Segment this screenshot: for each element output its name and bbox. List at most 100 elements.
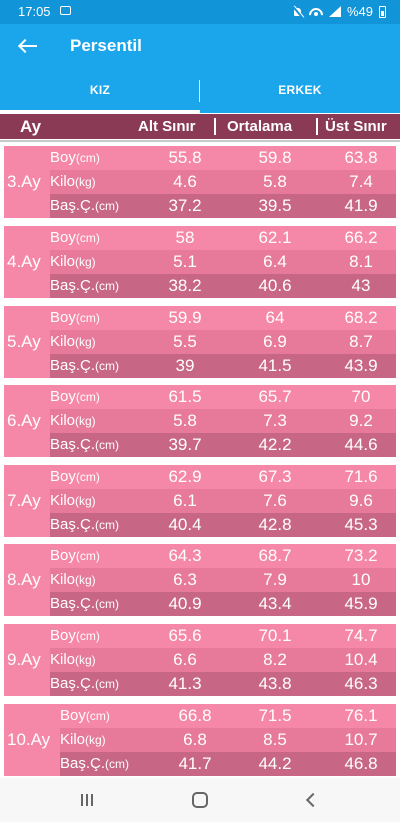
value-upper: 63.8	[344, 148, 378, 167]
value-average: 42.8	[258, 515, 292, 534]
value-lower: 55.8	[168, 148, 202, 167]
value-upper: 8.7	[349, 332, 373, 351]
tab-kiz[interactable]: KIZ	[89, 83, 111, 97]
value-lower: 41.7	[178, 754, 212, 773]
value-lower: 5.5	[173, 332, 197, 351]
month-block: 9.Ay Boy(cm) 65.6 70.1 74.7 Kilo(kg) 6.6 8.2 10.…	[4, 624, 396, 696]
measure-row-head: Baş.Ç.(cm) 40.4 42.8 45.3	[50, 513, 396, 537]
value-lower: 4.6	[173, 172, 197, 191]
measure-name: Boy	[50, 468, 76, 485]
value-average: 39.5	[258, 196, 292, 215]
recent-apps-icon-bar	[91, 794, 93, 806]
value-lower: 40.4	[168, 515, 202, 534]
value-average: 43.4	[258, 594, 292, 613]
month-block: 3.Ay Boy(cm) 55.8 59.8 63.8 Kilo(kg) 4.6 5.8 7.4…	[4, 146, 396, 218]
measure-name: Kilo	[50, 173, 76, 190]
measure-label: Baş.Ç.(cm)	[50, 274, 119, 298]
measure-name: Baş.Ç.	[50, 595, 96, 612]
home-button[interactable]	[170, 778, 230, 822]
signal-icon	[328, 6, 341, 17]
table-header: Ay Alt Sınır Ortalama Üst Sınır	[0, 114, 400, 139]
value-lower: 6.3	[173, 570, 197, 589]
sim-icon	[60, 6, 71, 15]
measure-label: Baş.Ç.(cm)	[60, 752, 129, 776]
measure-label: Baş.Ç.(cm)	[50, 592, 119, 616]
measure-row-head: Baş.Ç.(cm) 39 41.5 43.9	[50, 354, 396, 378]
mute-icon	[292, 6, 303, 18]
arrow-left-icon	[19, 45, 37, 47]
measure-name: Boy	[50, 388, 76, 405]
measure-name: Kilo	[50, 253, 76, 270]
month-block: 6.Ay Boy(cm) 61.5 65.7 70 Kilo(kg) 5.8 7.3 9.2 Ba…	[4, 385, 396, 457]
value-upper: 9.2	[349, 411, 373, 430]
measure-name: Baş.Ç.	[50, 197, 96, 214]
value-lower: 61.5	[168, 387, 202, 406]
nav-back-button[interactable]	[282, 778, 342, 822]
measure-label: Boy(cm)	[60, 704, 110, 728]
measure-row-weight: Kilo(kg) 6.3 7.9 10	[50, 568, 396, 592]
measure-row-height: Boy(cm) 61.5 65.7 70	[50, 385, 396, 409]
measure-label: Baş.Ç.(cm)	[50, 433, 119, 457]
measure-row-height: Boy(cm) 55.8 59.8 63.8	[50, 146, 396, 170]
measure-row-weight: Kilo(kg) 6.1 7.6 9.6	[50, 489, 396, 513]
month-block: 8.Ay Boy(cm) 64.3 68.7 73.2 Kilo(kg) 6.3 7.9 10 B…	[4, 544, 396, 616]
measure-name: Baş.Ç.	[50, 516, 96, 533]
recent-apps-button[interactable]	[57, 778, 117, 822]
measure-label: Kilo(kg)	[50, 409, 96, 433]
month-label: 8.Ay	[7, 570, 41, 589]
tab-erkek[interactable]: ERKEK	[278, 83, 322, 97]
header-divider	[316, 118, 318, 135]
value-lower: 6.8	[183, 730, 207, 749]
measure-row-height: Boy(cm) 62.9 67.3 71.6	[50, 465, 396, 489]
status-time: 17:05	[18, 4, 51, 19]
measure-name: Kilo	[50, 571, 76, 588]
value-average: 5.8	[263, 172, 287, 191]
measure-label: Baş.Ç.(cm)	[50, 513, 119, 537]
measure-label: Boy(cm)	[50, 146, 100, 170]
value-upper: 10	[351, 570, 371, 589]
measure-unit: (kg)	[75, 175, 96, 189]
value-lower: 5.8	[173, 411, 197, 430]
value-upper: 8.1	[349, 252, 373, 271]
tab-divider	[199, 80, 200, 102]
month-label: 10.Ay	[7, 730, 51, 749]
measure-name: Boy	[50, 309, 76, 326]
arrow-left-icon-head	[17, 38, 33, 54]
measure-name: Boy	[50, 229, 76, 246]
value-average: 7.3	[263, 411, 287, 430]
month-label: 4.Ay	[7, 252, 41, 271]
measure-row-weight: Kilo(kg) 5.5 6.9 8.7	[50, 330, 396, 354]
header-lower-limit: Alt Sınır	[138, 118, 196, 135]
value-upper: 44.6	[344, 435, 378, 454]
value-lower: 59.9	[168, 308, 202, 327]
value-upper: 74.7	[344, 626, 378, 645]
value-lower: 62.9	[168, 467, 202, 486]
measure-unit: (cm)	[95, 677, 120, 691]
measure-name: Kilo	[50, 333, 76, 350]
measure-unit: (kg)	[75, 255, 96, 269]
value-average: 6.4	[263, 252, 287, 271]
value-lower: 65.6	[168, 626, 202, 645]
measure-name: Baş.Ç.	[50, 675, 96, 692]
page-title: Persentil	[70, 36, 142, 55]
measure-row-height: Boy(cm) 58 62.1 66.2	[50, 226, 396, 250]
back-button[interactable]	[12, 30, 44, 62]
value-lower: 41.3	[168, 674, 202, 693]
measure-unit: (cm)	[75, 470, 100, 484]
measure-row-head: Baş.Ç.(cm) 41.3 43.8 46.3	[50, 672, 396, 696]
measure-unit: (kg)	[75, 335, 96, 349]
value-average: 40.6	[258, 276, 292, 295]
battery-percent: %49	[346, 4, 373, 19]
measure-label: Kilo(kg)	[50, 330, 96, 354]
value-average: 67.3	[258, 467, 292, 486]
value-average: 6.9	[263, 332, 287, 351]
gender-tabs: KIZ ERKEK	[0, 68, 400, 113]
value-average: 64	[265, 308, 285, 327]
measure-label: Baş.Ç.(cm)	[50, 194, 119, 218]
measure-name: Boy	[50, 627, 76, 644]
measure-label: Baş.Ç.(cm)	[50, 672, 119, 696]
measure-label: Boy(cm)	[50, 624, 100, 648]
value-upper: 68.2	[344, 308, 378, 327]
month-label: 6.Ay	[7, 411, 41, 430]
value-upper: 41.9	[344, 196, 378, 215]
